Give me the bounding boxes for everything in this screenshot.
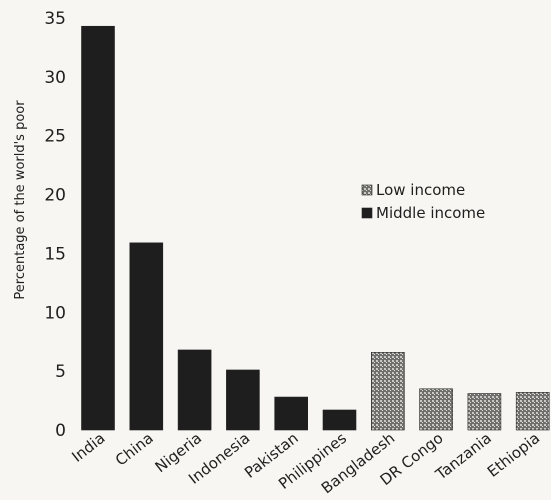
bar-dr-congo	[419, 388, 453, 431]
y-tick-label: 10	[44, 303, 66, 323]
legend-swatch-low	[361, 184, 373, 196]
bar-nigeria	[177, 349, 212, 431]
x-tick-label: India	[68, 429, 108, 466]
bars	[81, 25, 550, 431]
legend-label-low: Low income	[376, 181, 465, 199]
bar-pakistan	[274, 396, 309, 431]
bar-philippines	[322, 409, 357, 431]
bar-india	[81, 25, 115, 431]
x-axis: India ChinaNigeriaIndonesiaPakistanPhilip…	[68, 429, 543, 497]
y-axis-title: Percentage of the world's poor	[13, 100, 28, 300]
y-tick-label: 0	[55, 421, 66, 441]
bar-china	[129, 242, 164, 431]
y-tick-label: 35	[44, 9, 66, 29]
x-tick-label: Ethiopia	[484, 429, 543, 481]
legend-swatch-middle	[361, 207, 373, 219]
y-tick-label: 25	[44, 127, 66, 147]
y-tick-label: 5	[55, 362, 66, 382]
bar-bangladesh	[370, 352, 405, 431]
legend: Low income Middle income	[361, 181, 485, 222]
legend-label-middle: Middle income	[376, 204, 485, 222]
y-tick-label: 15	[44, 244, 66, 264]
bar-indonesia	[226, 369, 260, 431]
y-tick-label: 30	[44, 68, 66, 88]
y-axis: 0 5 10 15 20 25 30 35	[44, 9, 66, 441]
bar-ethiopia	[515, 392, 550, 431]
bar-tanzania	[467, 393, 502, 431]
x-tick-label: China	[112, 429, 157, 470]
y-tick-label: 20	[44, 186, 66, 206]
